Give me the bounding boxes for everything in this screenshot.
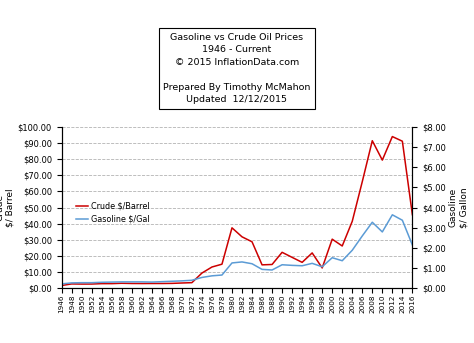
Gasoline $/Gal	[259, 267, 265, 271]
Crude $/Barrel	[69, 282, 74, 286]
Gasoline $/Gal	[119, 280, 125, 284]
Gasoline $/Gal	[129, 280, 135, 284]
Text: Gasoline vs Crude Oil Prices
1946 - Current
© 2015 InflationData.com

Prepared B: Gasoline vs Crude Oil Prices 1946 - Curr…	[164, 33, 310, 104]
Gasoline $/Gal	[229, 261, 235, 265]
Gasoline $/Gal	[199, 275, 205, 280]
Gasoline $/Gal	[410, 243, 415, 247]
Crude $/Barrel	[79, 282, 84, 286]
Gasoline $/Gal	[339, 259, 345, 263]
Gasoline $/Gal	[279, 263, 285, 267]
Crude $/Barrel	[219, 262, 225, 266]
Crude $/Barrel	[209, 265, 215, 269]
Crude $/Barrel	[299, 260, 305, 264]
Gasoline $/Gal	[299, 264, 305, 268]
Crude $/Barrel	[369, 139, 375, 143]
Gasoline $/Gal	[380, 230, 385, 234]
Crude $/Barrel	[259, 263, 265, 267]
Crude $/Barrel	[400, 139, 405, 143]
Crude $/Barrel	[249, 240, 255, 244]
Gasoline $/Gal	[310, 261, 315, 265]
Crude $/Barrel	[380, 158, 385, 162]
Crude $/Barrel	[329, 237, 335, 241]
Line: Gasoline $/Gal: Gasoline $/Gal	[62, 215, 412, 284]
Gasoline $/Gal	[219, 273, 225, 277]
Crude $/Barrel	[339, 244, 345, 248]
Crude $/Barrel	[390, 134, 395, 139]
Line: Crude $/Barrel: Crude $/Barrel	[62, 137, 412, 285]
Y-axis label: Crude
$/ Barrel: Crude $/ Barrel	[0, 188, 15, 227]
Gasoline $/Gal	[69, 281, 74, 285]
Crude $/Barrel	[59, 283, 64, 287]
Gasoline $/Gal	[390, 213, 395, 217]
Gasoline $/Gal	[209, 274, 215, 278]
Gasoline $/Gal	[59, 282, 64, 286]
Gasoline $/Gal	[89, 281, 94, 285]
Crude $/Barrel	[119, 281, 125, 285]
Gasoline $/Gal	[239, 260, 245, 264]
Gasoline $/Gal	[369, 220, 375, 224]
Crude $/Barrel	[169, 281, 175, 285]
Crude $/Barrel	[239, 235, 245, 239]
Crude $/Barrel	[279, 250, 285, 255]
Gasoline $/Gal	[139, 280, 145, 284]
Gasoline $/Gal	[99, 280, 105, 284]
Crude $/Barrel	[359, 180, 365, 184]
Gasoline $/Gal	[269, 268, 275, 272]
Crude $/Barrel	[410, 213, 415, 217]
Crude $/Barrel	[199, 271, 205, 275]
Gasoline $/Gal	[79, 281, 84, 285]
Gasoline $/Gal	[149, 280, 155, 284]
Crude $/Barrel	[129, 281, 135, 285]
Gasoline $/Gal	[359, 234, 365, 238]
Gasoline $/Gal	[189, 278, 195, 282]
Crude $/Barrel	[149, 281, 155, 285]
Gasoline $/Gal	[249, 262, 255, 266]
Crude $/Barrel	[179, 281, 185, 285]
Crude $/Barrel	[109, 282, 115, 286]
Crude $/Barrel	[349, 219, 355, 223]
Gasoline $/Gal	[329, 256, 335, 260]
Gasoline $/Gal	[159, 280, 164, 284]
Gasoline $/Gal	[349, 248, 355, 252]
Gasoline $/Gal	[289, 263, 295, 268]
Crude $/Barrel	[229, 226, 235, 230]
Crude $/Barrel	[189, 281, 195, 285]
Crude $/Barrel	[269, 262, 275, 267]
Gasoline $/Gal	[319, 265, 325, 269]
Gasoline $/Gal	[109, 280, 115, 284]
Crude $/Barrel	[319, 266, 325, 270]
Crude $/Barrel	[89, 282, 94, 286]
Crude $/Barrel	[159, 281, 164, 285]
Crude $/Barrel	[139, 282, 145, 286]
Crude $/Barrel	[310, 251, 315, 255]
Y-axis label: Gasoline
$/ Gallon: Gasoline $/ Gallon	[449, 187, 468, 228]
Gasoline $/Gal	[179, 279, 185, 283]
Gasoline $/Gal	[169, 279, 175, 283]
Gasoline $/Gal	[400, 218, 405, 222]
Crude $/Barrel	[289, 255, 295, 259]
Crude $/Barrel	[99, 282, 105, 286]
Legend: Crude $/Barrel, Gasoline $/Gal: Crude $/Barrel, Gasoline $/Gal	[73, 199, 153, 227]
